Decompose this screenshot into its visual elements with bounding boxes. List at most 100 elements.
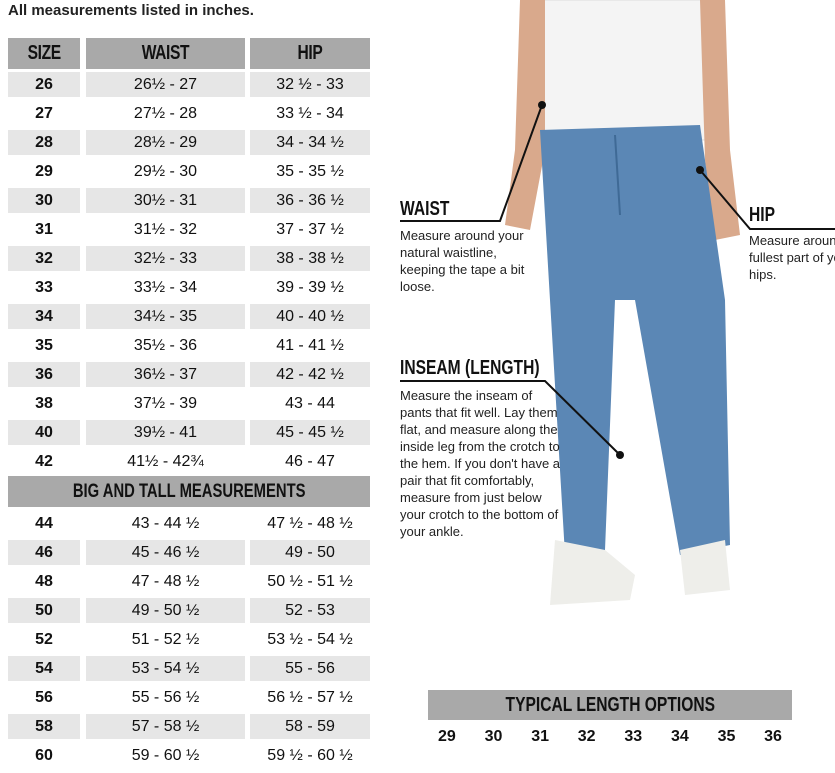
waist-description: Measure around your natural waistline, k… [400,228,525,294]
cell-size: 50 [8,598,80,623]
table-row: 44 43 - 44 ½ 47 ½ - 48 ½ [8,509,370,538]
length-option: 36 [764,728,782,745]
cell-hip: 55 - 56 [250,656,370,681]
cell-size: 48 [35,572,53,590]
header-hip: HIP [250,38,370,69]
cell-waist: 59 - 60 ½ [131,746,200,764]
cell-size: 42 [35,452,53,470]
length-option: 33 [624,728,643,745]
cell-size: 52 [35,630,53,648]
table-row: 34 34½ - 35 40 - 40 ½ [8,302,370,331]
cell-hip: 36 - 36 ½ [250,188,370,213]
big-tall-header: BIG AND TALL MEASUREMENTS [8,476,370,507]
table-row: 36 36½ - 37 42 - 42 ½ [8,360,370,389]
cell-size: 40 [8,420,80,445]
cell-size: 31 [35,220,53,238]
table-row: 33 33½ - 34 39 - 39 ½ [8,273,370,302]
length-option: 31 [531,728,549,745]
cell-size: 36 [8,362,80,387]
units-note: All measurements listed in inches. [8,2,254,19]
table-row: 38 37½ - 39 43 - 44 [8,389,370,418]
cell-waist: 51 - 52 ½ [131,630,200,648]
cell-hip: 59 ½ - 60 ½ [267,746,353,764]
cell-size: 46 [8,540,80,565]
cell-size: 35 [35,336,53,354]
cell-size: 34 [8,304,80,329]
table-row: 46 45 - 46 ½ 49 - 50 [8,538,370,567]
table-row: 54 53 - 54 ½ 55 - 56 [8,654,370,683]
table-row: 30 30½ - 31 36 - 36 ½ [8,186,370,215]
cell-size: 29 [35,162,53,180]
cell-waist: 35½ - 36 [133,336,198,354]
cell-waist: 53 - 54 ½ [86,656,245,681]
cell-waist: 37½ - 39 [133,394,198,412]
table-row: 27 27½ - 28 33 ½ - 34 [8,99,370,128]
table-row: 56 55 - 56 ½ 56 ½ - 57 ½ [8,683,370,712]
inseam-label: INSEAM (LENGTH) [400,357,540,379]
table-row: 60 59 - 60 ½ 59 ½ - 60 ½ [8,741,370,770]
cell-hip: 32 ½ - 33 [250,72,370,97]
model-illustration [400,0,835,605]
table-row: 42 41½ - 42¾ 46 - 47 [8,447,370,476]
cell-size: 33 [35,278,53,296]
cell-hip: 37 - 37 ½ [276,220,344,238]
cell-waist: 47 - 48 ½ [131,572,200,590]
cell-hip: 53 ½ - 54 ½ [267,630,353,648]
table-row: 28 28½ - 29 34 - 34 ½ [8,128,370,157]
cell-size: 56 [35,688,53,706]
table-row: 52 51 - 52 ½ 53 ½ - 54 ½ [8,625,370,654]
cell-hip: 41 - 41 ½ [276,336,344,354]
cell-hip: 43 - 44 [285,394,335,412]
header-size: SIZE [8,38,80,69]
cell-hip: 40 - 40 ½ [250,304,370,329]
cell-size: 54 [8,656,80,681]
cell-waist: 43 - 44 ½ [131,514,200,532]
cell-hip: 49 - 50 [250,540,370,565]
cell-waist: 39½ - 41 [86,420,245,445]
length-options: TYPICAL LENGTH OPTIONS 29 30 31 32 33 34 35 36 [428,690,792,746]
table-row: 48 47 - 48 ½ 50 ½ - 51 ½ [8,567,370,596]
length-option: 32 [577,728,596,745]
cell-waist: 28½ - 29 [86,130,245,155]
cell-hip: 39 - 39 ½ [276,278,344,296]
cell-size: 30 [8,188,80,213]
cell-hip: 56 ½ - 57 ½ [267,688,353,706]
length-option: 29 [438,728,456,745]
length-values: 29 30 31 32 33 34 35 36 [428,720,792,746]
cell-waist: 26½ - 27 [86,72,245,97]
cell-waist: 27½ - 28 [133,104,198,122]
size-table: SIZE WAIST HIP 26 26½ - 27 32 ½ - 33 27 27½ … [8,37,370,770]
table-row: 29 29½ - 30 35 - 35 ½ [8,157,370,186]
length-option: 34 [670,728,689,745]
cell-hip: 34 - 34 ½ [250,130,370,155]
table-row: 35 35½ - 36 41 - 41 ½ [8,331,370,360]
cell-size: 60 [35,746,53,764]
cell-hip: 50 ½ - 51 ½ [267,572,353,590]
cell-hip: 47 ½ - 48 ½ [267,514,353,532]
table-row: 26 26½ - 27 32 ½ - 33 [8,70,370,99]
header-waist: WAIST [86,38,245,69]
cell-hip: 38 - 38 ½ [250,246,370,271]
cell-hip: 35 - 35 ½ [276,162,344,180]
cell-size: 27 [35,104,53,122]
cell-waist: 45 - 46 ½ [86,540,245,565]
table-row: 32 32½ - 33 38 - 38 ½ [8,244,370,273]
cell-hip: 42 - 42 ½ [250,362,370,387]
cell-waist: 33½ - 34 [133,278,198,296]
cell-waist: 55 - 56 ½ [131,688,200,706]
waist-label: WAIST [400,198,450,220]
table-header: SIZE WAIST HIP [8,37,370,70]
cell-size: 32 [8,246,80,271]
cell-size: 28 [8,130,80,155]
cell-waist: 57 - 58 ½ [86,714,245,739]
cell-size: 38 [35,394,53,412]
cell-waist: 30½ - 31 [86,188,245,213]
length-options-header: TYPICAL LENGTH OPTIONS [428,690,792,720]
hip-description: Measure around the fullest part of your … [749,233,835,282]
cell-waist: 41½ - 42¾ [127,452,204,470]
cell-hip: 46 - 47 [285,452,335,470]
cell-hip: 45 - 45 ½ [250,420,370,445]
cell-hip: 33 ½ - 34 [276,104,344,122]
table-row: 50 49 - 50 ½ 52 - 53 [8,596,370,625]
table-row: 31 31½ - 32 37 - 37 ½ [8,215,370,244]
